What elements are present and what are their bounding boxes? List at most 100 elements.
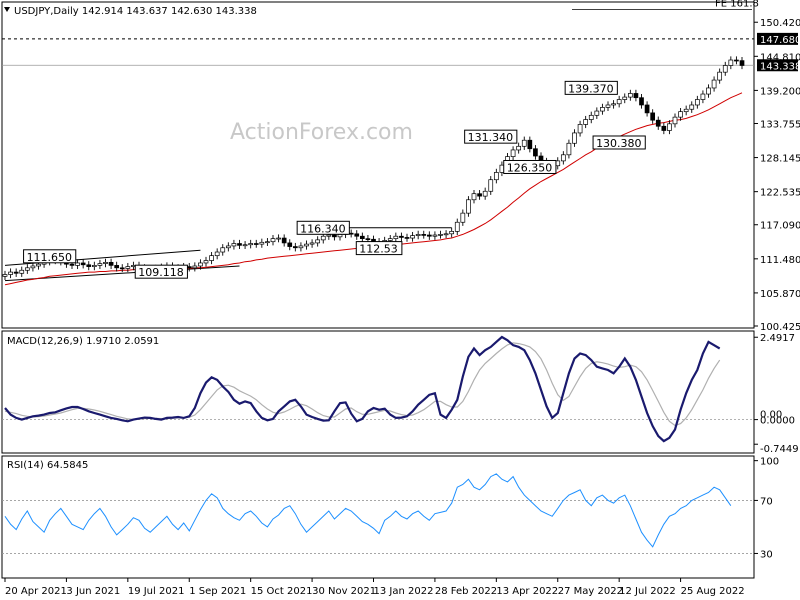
candle-body (69, 263, 75, 266)
candle-body (242, 244, 248, 247)
price-candle (237, 239, 242, 249)
price-candle (466, 196, 471, 217)
date-tick-label: 27 May 2022 (558, 586, 623, 597)
watermark: ActionForex.com (230, 120, 413, 145)
price-candle (560, 151, 566, 165)
price-candle (86, 261, 92, 271)
price-candle (516, 142, 522, 154)
candle-body (454, 221, 460, 232)
rsi-tick-label: 30 (760, 549, 773, 560)
candle-body (309, 242, 315, 245)
price-candle (460, 209, 466, 226)
candle-body (605, 104, 611, 108)
price-candle (672, 113, 678, 128)
candle-body (13, 271, 19, 274)
price-candle (588, 111, 594, 124)
swing-label: 112.53 (355, 241, 403, 256)
candle-body (404, 237, 410, 239)
price-candle (432, 231, 438, 240)
price-candle (19, 266, 25, 277)
candle-body (706, 87, 711, 95)
candle-body (678, 111, 683, 118)
price-candle (315, 236, 321, 247)
price-tick-label: 105.870 (760, 289, 800, 300)
rsi-tick-label: 100 (760, 457, 779, 468)
symbol-menu-icon[interactable] (4, 7, 10, 12)
candle-body (739, 60, 745, 66)
fe-161-8-label: FE 161.8 (715, 0, 759, 10)
candle-body (672, 116, 678, 125)
price-candle (242, 241, 248, 249)
candle-body (488, 179, 494, 192)
price-panel-frame (1, 1, 755, 329)
price-candle (13, 268, 19, 277)
date-tick-label: 28 Feb 2022 (435, 586, 497, 597)
candle-body (466, 199, 471, 214)
candle-body (320, 235, 326, 241)
price-candle (639, 94, 644, 109)
swing-label-box (464, 129, 518, 144)
candle-body (36, 263, 41, 267)
candle-body (91, 265, 97, 267)
price-candle (717, 68, 723, 84)
price-candle (533, 145, 538, 160)
price-candle (270, 235, 276, 246)
candle-body (533, 148, 538, 157)
candle-body (214, 251, 220, 257)
candle-body (627, 93, 633, 98)
candle-body (97, 263, 103, 266)
price-candle (739, 56, 745, 70)
price-candle (443, 230, 449, 239)
candle-body (30, 265, 36, 269)
price-candle (454, 218, 460, 236)
price-candle (287, 239, 293, 251)
candle-body (125, 266, 131, 269)
price-header: USDJPY,Daily 142.914 143.637 142.630 143… (14, 6, 257, 17)
swing-label-text: 112.53 (359, 243, 398, 256)
date-tick-label: 12 Jul 2022 (619, 586, 676, 597)
price-candle (711, 76, 717, 92)
candle-body (689, 104, 695, 110)
price-candle (477, 190, 482, 200)
price-candle (728, 56, 734, 70)
swing-label-box (503, 159, 557, 174)
macd-signal-line (4, 342, 721, 427)
swing-label-box (134, 264, 188, 279)
price-candle (103, 258, 108, 268)
macd-tick-label: 2.4917 (760, 333, 795, 344)
candle-body (493, 172, 499, 181)
price-candle (248, 239, 254, 249)
candle-body (650, 112, 656, 121)
price-candle (650, 109, 656, 124)
candle-body (722, 65, 728, 73)
price-candle (722, 61, 728, 76)
candle-body (655, 119, 661, 127)
candle-body (231, 243, 237, 247)
price-candle (471, 190, 477, 204)
price-candle (583, 115, 589, 129)
price-candle (611, 100, 616, 109)
price-candle (438, 230, 443, 239)
candle-body (449, 231, 455, 235)
candle-body (438, 234, 443, 236)
candle-body (24, 267, 30, 271)
candle-body (661, 125, 667, 131)
swing-label-box (355, 241, 403, 256)
candle-body (639, 97, 644, 106)
swing-label: 116.340 (296, 220, 350, 235)
price-candle (209, 252, 214, 265)
candle-body (237, 243, 242, 246)
price-candle (622, 93, 628, 104)
swing-label-text: 126.350 (507, 161, 553, 174)
candle-body (460, 212, 466, 223)
price-candle (91, 261, 97, 271)
date-tick-label: 15 Oct 2021 (251, 586, 313, 597)
price-candle (700, 90, 706, 104)
price-candle (605, 101, 611, 112)
candle-body (393, 235, 399, 240)
candle-body (611, 103, 616, 106)
price-candle (259, 238, 265, 248)
price-candle (231, 239, 237, 250)
candle-body (415, 234, 421, 236)
